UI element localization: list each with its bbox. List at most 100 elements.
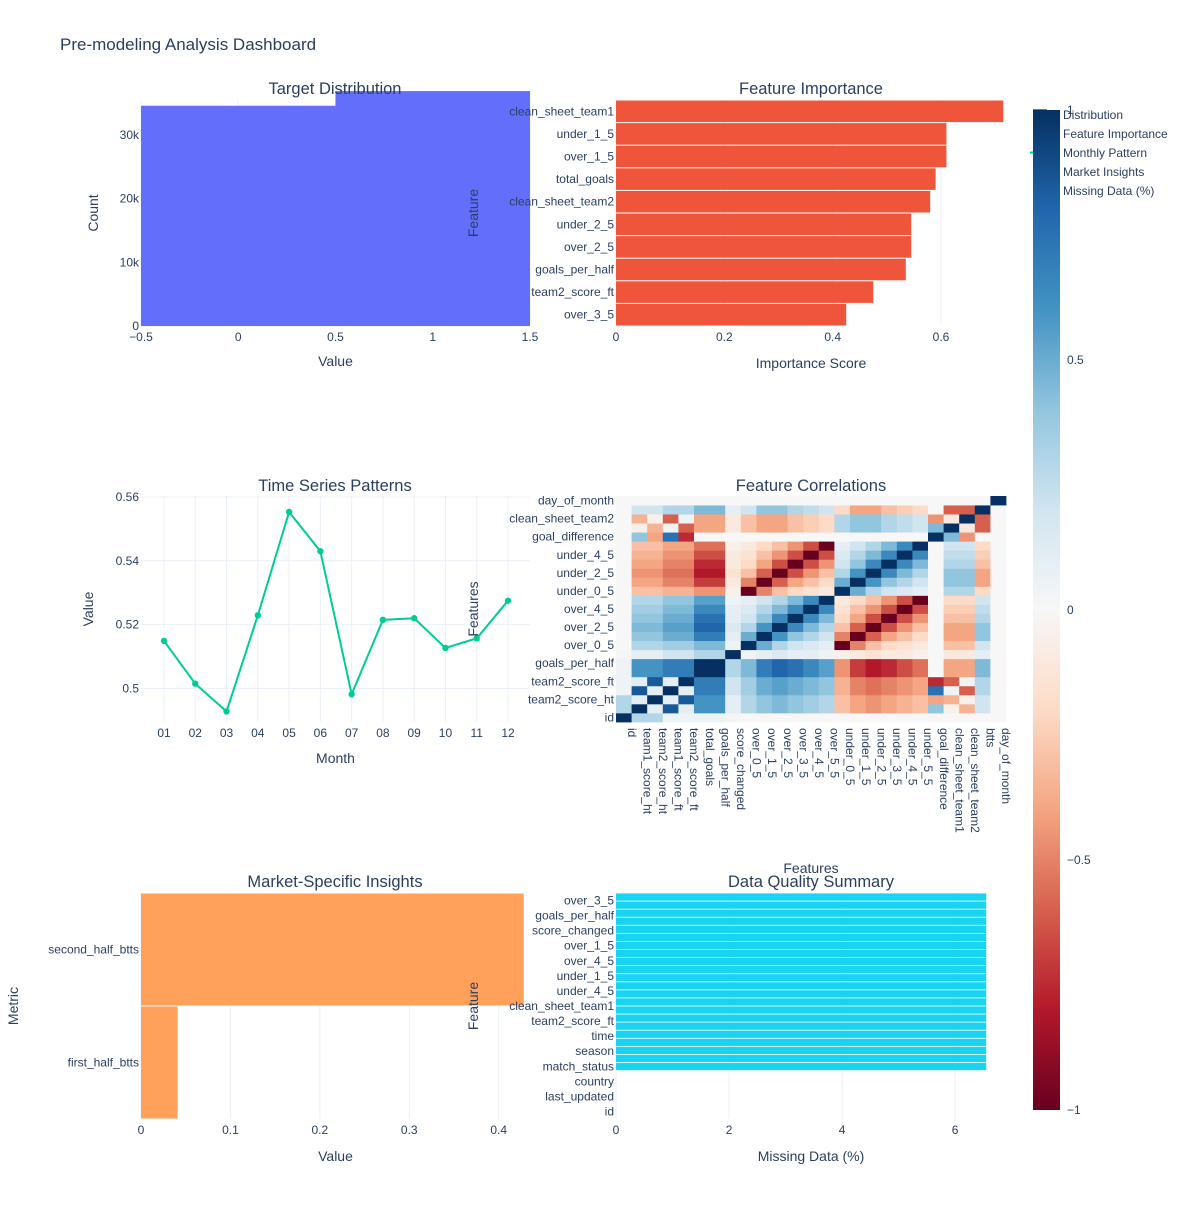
heatmap-cell xyxy=(818,703,835,714)
heatmap-cell xyxy=(725,613,742,623)
point-month-07 xyxy=(348,691,355,698)
heatmap-cell xyxy=(865,541,882,551)
heatmap-cell xyxy=(647,595,664,605)
heatmap-cell xyxy=(865,514,882,524)
heatmap-cell xyxy=(959,703,976,714)
heatmap-cell xyxy=(662,694,679,705)
x-tick-label: 05 xyxy=(282,726,296,740)
heatmap-cell xyxy=(647,703,664,714)
heatmap-cell xyxy=(943,667,960,678)
heatmap-cell xyxy=(631,640,648,651)
heatmap-cell xyxy=(616,532,632,542)
heatmap-cell xyxy=(959,613,976,623)
heatmap-cell xyxy=(709,694,726,705)
heatmap-cell xyxy=(662,586,679,596)
category-label: season xyxy=(575,1044,614,1058)
heatmap-cell xyxy=(694,496,710,506)
heatmap-cell xyxy=(803,694,820,705)
y-tick-label: under_2_5 xyxy=(557,566,615,580)
heatmap-cell xyxy=(943,685,960,696)
x-axis-title: Value xyxy=(318,353,353,369)
heatmap-cell xyxy=(974,559,991,569)
heatmap-cell xyxy=(834,694,851,705)
heatmap-cell xyxy=(896,496,913,506)
heatmap-cell xyxy=(616,676,632,687)
y-tick-label: 0 xyxy=(132,319,139,333)
heatmap-cell xyxy=(756,496,773,506)
heatmap-cell xyxy=(756,532,773,542)
heatmap-cell xyxy=(990,541,1007,551)
heatmap-cell xyxy=(896,712,913,723)
heatmap-cell xyxy=(818,640,835,651)
heatmap-cell xyxy=(818,559,835,569)
heatmap-cell xyxy=(803,505,820,515)
heatmap-cell xyxy=(959,577,976,587)
heatmap-cell xyxy=(678,694,695,705)
heatmap-cell xyxy=(896,676,913,687)
heatmap-cell xyxy=(725,703,742,714)
heatmap-cell xyxy=(772,685,788,696)
heatmap-cell xyxy=(709,586,726,596)
heatmap-cell xyxy=(631,685,648,696)
heatmap-cell xyxy=(772,649,788,660)
heatmap-cell xyxy=(834,559,851,569)
heatmap-cell xyxy=(928,622,944,632)
heatmap-cell xyxy=(740,613,757,623)
heatmap-cell xyxy=(850,613,866,623)
heatmap-cell xyxy=(662,568,679,578)
heatmap-cell xyxy=(818,649,835,660)
heatmap-cell xyxy=(709,541,726,551)
bar-target-1 xyxy=(335,91,530,326)
x-tick-label: 09 xyxy=(408,726,422,740)
heatmap-cell xyxy=(756,640,773,651)
heatmap-cell xyxy=(787,649,804,660)
x-tick-label: 07 xyxy=(345,726,359,740)
heatmap-cell xyxy=(834,541,851,551)
x-tick-label: 0.4 xyxy=(824,330,841,344)
y-tick-label: goal_difference xyxy=(532,530,614,544)
heatmap-cell xyxy=(709,631,726,642)
heatmap-cell xyxy=(694,505,710,515)
heatmap-cell xyxy=(756,568,773,578)
bar-quality xyxy=(616,1030,987,1038)
heatmap-cell xyxy=(834,604,851,614)
heatmap-cell xyxy=(803,532,820,542)
bar-importance-total_goals xyxy=(616,168,936,190)
heatmap-cell xyxy=(616,577,632,587)
heatmap-cell xyxy=(616,685,632,696)
heatmap-cell xyxy=(772,631,788,642)
heatmap-cell xyxy=(756,712,773,723)
category-label: clean_sheet_team2 xyxy=(509,195,614,209)
heatmap-cell xyxy=(803,712,820,723)
category-label: over_3_5 xyxy=(564,308,614,322)
heatmap-cell xyxy=(803,640,820,651)
heatmap-cell xyxy=(616,649,632,660)
x-axis-title: Month xyxy=(316,750,355,766)
heatmap-cell xyxy=(912,595,929,605)
heatmap-cell xyxy=(818,505,835,515)
heatmap-cell xyxy=(943,649,960,660)
point-month-11 xyxy=(473,635,480,642)
heatmap-cell xyxy=(881,622,898,632)
heatmap-cell xyxy=(647,685,664,696)
category-label: over_2_5 xyxy=(564,240,614,254)
heatmap-cell xyxy=(647,604,664,614)
heatmap-cell xyxy=(772,514,788,524)
x-tick-label: under_2_5 xyxy=(874,728,888,786)
heatmap-cell xyxy=(694,703,710,714)
x-tick-label: 0.6 xyxy=(933,330,950,344)
heatmap-cell xyxy=(803,514,820,524)
heatmap-cell xyxy=(616,640,632,651)
heatmap-cell xyxy=(740,541,757,551)
heatmap-cell xyxy=(834,649,851,660)
heatmap-cell xyxy=(772,658,788,669)
bar-quality xyxy=(616,1014,987,1022)
bar-quality xyxy=(616,998,987,1006)
heatmap-cell xyxy=(803,523,820,533)
heatmap-cell xyxy=(756,658,773,669)
colorbar-tick-label: 0.5 xyxy=(1067,353,1084,367)
y-tick-label: id xyxy=(605,710,614,724)
bar-quality xyxy=(616,966,987,974)
heatmap-cell xyxy=(694,676,710,687)
heatmap-cell xyxy=(943,640,960,651)
